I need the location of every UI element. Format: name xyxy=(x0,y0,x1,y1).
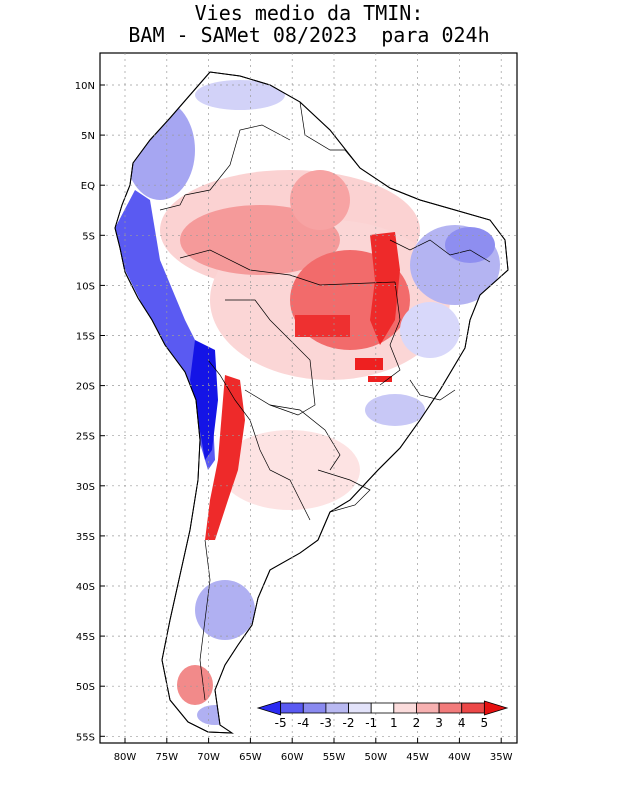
light-cool-venezuela xyxy=(195,80,285,110)
strong-warm-band-tocantins xyxy=(370,232,400,345)
colorbar-segment xyxy=(325,702,349,714)
title-line-2: BAM - SAMet 08/2023 para 024h xyxy=(128,23,490,47)
lon-tick-label: 70W xyxy=(197,752,220,763)
border-guianas xyxy=(299,101,361,169)
lat-tick-label: EQ xyxy=(81,181,95,192)
colorbar-segment xyxy=(348,702,372,714)
lat-tick-label: 25S xyxy=(76,432,95,443)
country-borders xyxy=(159,101,491,701)
lon-tick-label: 60W xyxy=(281,752,304,763)
map-title: Vies medio da TMIN: BAM - SAMet 08/2023 … xyxy=(0,2,618,46)
lat-tick-label: 50S xyxy=(76,682,95,693)
lon-tick-label: 40W xyxy=(448,752,471,763)
colorbar-segment xyxy=(302,702,327,714)
colorbar-label: -3 xyxy=(320,716,332,730)
colorbar-label: 3 xyxy=(435,716,443,730)
warm-region-south-patagonia xyxy=(177,665,213,705)
lat-tick-label: 10S xyxy=(76,281,95,292)
warm-region-amazon-north xyxy=(290,170,350,230)
colorbar-label: 5 xyxy=(481,716,489,730)
lon-tick-label: 45W xyxy=(406,752,429,763)
colorbar-segment xyxy=(280,702,304,714)
strong-cool-band-chile-north xyxy=(190,340,218,460)
colorbar-segment xyxy=(438,702,463,714)
strong-warm-patch-goias xyxy=(355,358,383,370)
colorbar-segment xyxy=(370,702,395,714)
border-colombia-venezuela xyxy=(184,124,291,196)
lat-tick-label: 5N xyxy=(81,131,95,142)
colorbar: -5 -4 -3 -2 -1 1 2 3 4 5 xyxy=(256,700,509,730)
lon-tick-label: 75W xyxy=(155,752,178,763)
lat-tick-label: 55S xyxy=(76,732,95,743)
lon-tick-label: 35W xyxy=(490,752,513,763)
border-bolivia xyxy=(225,299,316,416)
cool-core-northeast xyxy=(445,227,495,263)
lon-tick-label: 80W xyxy=(114,752,137,763)
lat-tick-label: 40S xyxy=(76,582,95,593)
border-southeast-states xyxy=(409,379,456,401)
border-paraguay xyxy=(269,404,341,471)
axis-ticks: 10N 5N EQ 5S 10S 15S 20S 25S 30S 35S 40S 45S 50S 55S 8… xyxy=(75,81,513,763)
strong-warm-band-argentina-andes xyxy=(205,375,245,540)
strong-warm-patch-mato-grosso xyxy=(295,315,350,337)
lon-tick-label: 55W xyxy=(323,752,346,763)
lon-tick-label: 65W xyxy=(239,752,262,763)
colorbar-label: -2 xyxy=(343,716,355,730)
title-line-1: Vies medio da TMIN: xyxy=(194,1,424,25)
lon-tick-label: 50W xyxy=(364,752,387,763)
border-chile-argentina-south xyxy=(199,539,211,701)
lat-tick-label: 35S xyxy=(76,532,95,543)
cool-region-southeast xyxy=(365,394,425,426)
colorbar-label: -4 xyxy=(297,716,309,730)
gridlines xyxy=(100,53,517,743)
light-warm-region-south xyxy=(220,430,360,510)
border-ne-states xyxy=(389,239,491,263)
colorbar-segment xyxy=(416,702,440,714)
strong-warm-patch-minas xyxy=(368,376,392,382)
bias-shading xyxy=(115,80,500,725)
lat-tick-label: 20S xyxy=(76,382,95,393)
light-cool-bahia xyxy=(400,302,460,358)
colorbar-label: -5 xyxy=(275,716,287,730)
border-goias-bahia xyxy=(379,281,401,386)
lat-tick-label: 10N xyxy=(75,81,95,92)
border-brazil-peru-bolivia xyxy=(179,249,396,286)
lat-tick-label: 15S xyxy=(76,332,95,343)
colorbar-label: 1 xyxy=(390,716,398,730)
cool-region-patagonia xyxy=(195,580,255,640)
border-uruguay xyxy=(317,469,371,513)
lat-tick-label: 45S xyxy=(76,632,95,643)
lat-tick-label: 30S xyxy=(76,482,95,493)
colorbar-label: -1 xyxy=(365,716,377,730)
colorbar-segment xyxy=(461,702,485,714)
border-ecuador-peru xyxy=(159,194,186,211)
colorbar-arrow-max xyxy=(483,700,509,716)
warm-region-amazon-west xyxy=(180,205,340,275)
border-argentina-chile-north xyxy=(207,359,311,521)
colorbar-segment xyxy=(393,702,417,714)
lat-tick-label: 5S xyxy=(82,231,95,242)
colorbar-label: 4 xyxy=(458,716,466,730)
colorbar-label: 2 xyxy=(413,716,421,730)
